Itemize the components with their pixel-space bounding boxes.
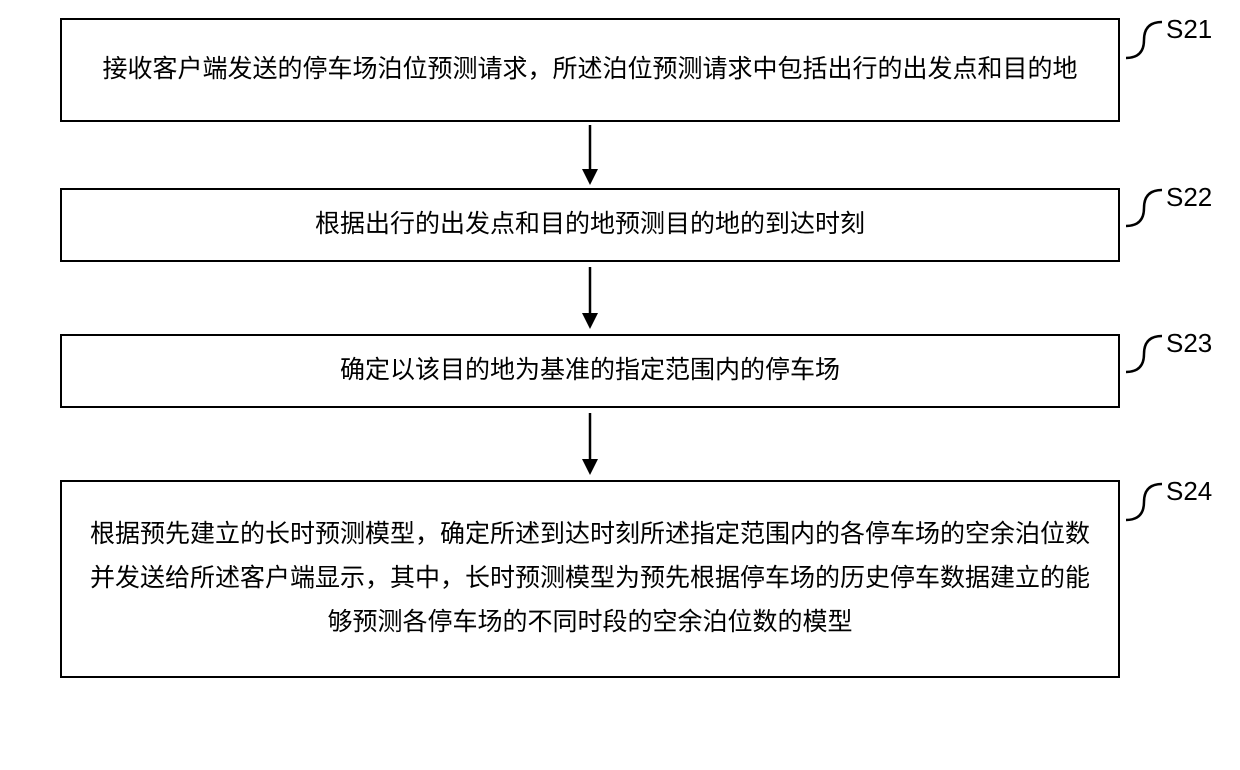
step-label-s24: S24 [1166,476,1212,507]
step-text-s24: 根据预先建立的长时预测模型，确定所述到达时刻所述指定范围内的各停车场的空余泊位数… [90,513,1090,644]
step-text-s21: 接收客户端发送的停车场泊位预测请求，所述泊位预测请求中包括出行的出发点和目的地 [102,48,1077,92]
step-box-s24: 根据预先建立的长时预测模型，确定所述到达时刻所述指定范围内的各停车场的空余泊位数… [60,480,1120,678]
step-row-s23: 确定以该目的地为基准的指定范围内的停车场 S23 [60,334,1212,408]
step-label-s23: S23 [1166,328,1212,359]
flowchart-container: 接收客户端发送的停车场泊位预测请求，所述泊位预测请求中包括出行的出发点和目的地 … [0,0,1240,770]
bracket-s21 [1126,12,1166,60]
step-row-s21: 接收客户端发送的停车场泊位预测请求，所述泊位预测请求中包括出行的出发点和目的地 … [60,18,1212,122]
step-text-s22: 根据出行的出发点和目的地预测目的地的到达时刻 [315,203,865,247]
bracket-s24 [1126,474,1166,522]
step-box-s22: 根据出行的出发点和目的地预测目的地的到达时刻 [60,188,1120,262]
arrow-s22-s23 [580,267,600,329]
step-text-s23: 确定以该目的地为基准的指定范围内的停车场 [340,349,840,393]
arrow-s23-s24 [580,413,600,475]
step-box-s21: 接收客户端发送的停车场泊位预测请求，所述泊位预测请求中包括出行的出发点和目的地 [60,18,1120,122]
step-row-s24: 根据预先建立的长时预测模型，确定所述到达时刻所述指定范围内的各停车场的空余泊位数… [60,480,1212,678]
bracket-s23 [1126,326,1166,374]
arrow-s21-s22 [580,125,600,185]
step-row-s22: 根据出行的出发点和目的地预测目的地的到达时刻 S22 [60,188,1212,262]
step-label-s22: S22 [1166,182,1212,213]
step-box-s23: 确定以该目的地为基准的指定范围内的停车场 [60,334,1120,408]
bracket-s22 [1126,180,1166,228]
step-label-s21: S21 [1166,14,1212,45]
